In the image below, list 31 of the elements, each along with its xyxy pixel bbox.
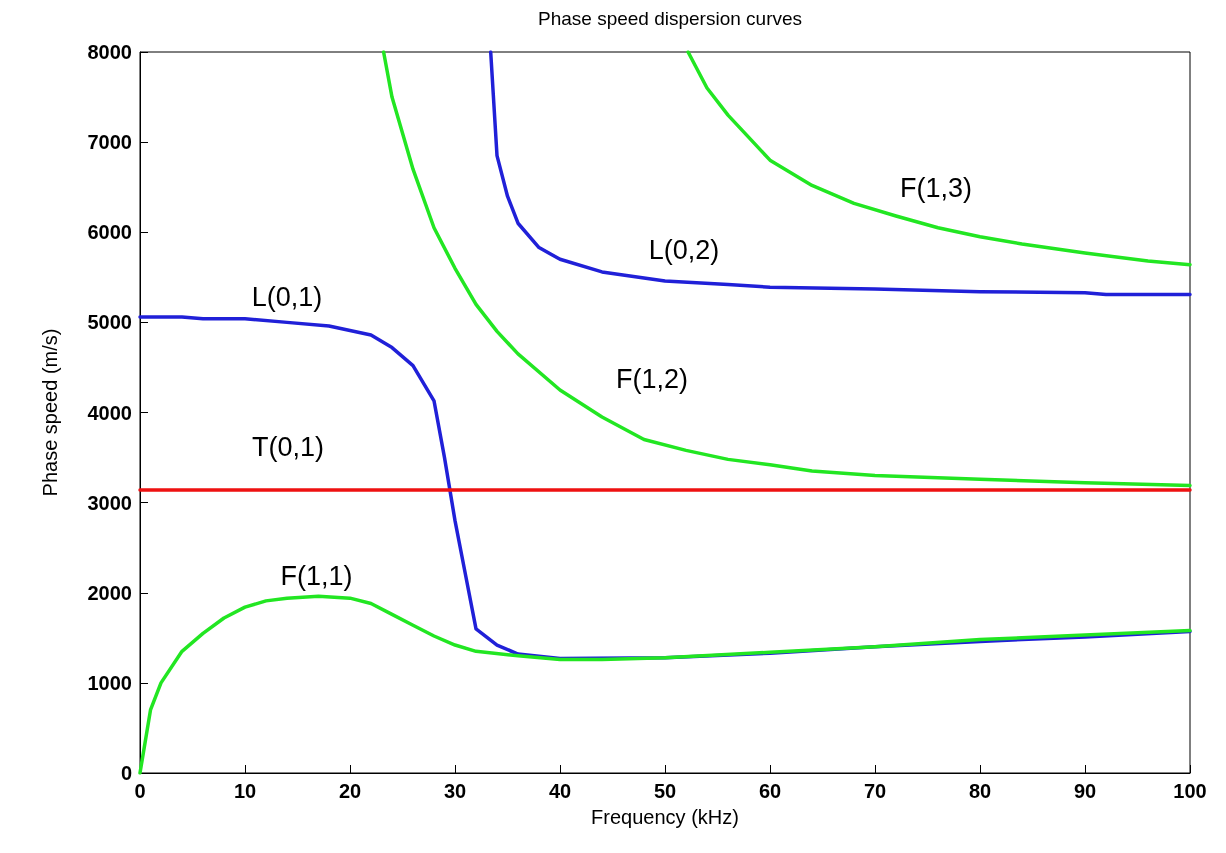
y-tick-label: 3000 xyxy=(87,491,132,514)
x-tick-label: 0 xyxy=(134,780,146,802)
x-tick-label: 20 xyxy=(338,780,362,802)
y-tick-label: 7000 xyxy=(87,131,132,154)
series-label: F(1,3) xyxy=(899,172,973,203)
x-tick-label: 70 xyxy=(863,780,887,802)
y-tick-label: 8000 xyxy=(87,41,132,63)
series-label: F(1,1) xyxy=(280,561,353,592)
y-tick-label: 5000 xyxy=(87,311,132,334)
y-tick-label: 4000 xyxy=(87,401,132,424)
x-tick-label: 40 xyxy=(548,780,572,802)
x-tick-label: 90 xyxy=(1073,780,1097,802)
x-axis-title: Frequency (kHz) xyxy=(591,806,739,828)
y-axis-title: Phase speed (m/s) xyxy=(39,328,61,497)
series-label: L(0,2) xyxy=(648,234,720,265)
series-label: F(1,2) xyxy=(615,364,689,395)
y-tick-label: 6000 xyxy=(87,221,132,244)
line-series xyxy=(381,50,1192,488)
line-series xyxy=(488,50,1192,297)
x-tick-label: 10 xyxy=(233,780,257,802)
series-label: T(0,1) xyxy=(251,432,325,463)
series-label: L(0,1) xyxy=(251,282,323,313)
y-tick-label: 0 xyxy=(120,762,132,784)
y-tick-label: 2000 xyxy=(87,581,132,604)
y-tick-label: 1000 xyxy=(87,671,132,694)
x-tick-label: 100 xyxy=(1173,780,1207,802)
x-tick-label: 30 xyxy=(443,780,467,802)
x-tick-label: 80 xyxy=(968,780,992,802)
chart-title: Phase speed dispersion curves xyxy=(537,8,803,29)
x-tick-label: 50 xyxy=(653,780,677,802)
x-tick-label: 60 xyxy=(758,780,782,802)
